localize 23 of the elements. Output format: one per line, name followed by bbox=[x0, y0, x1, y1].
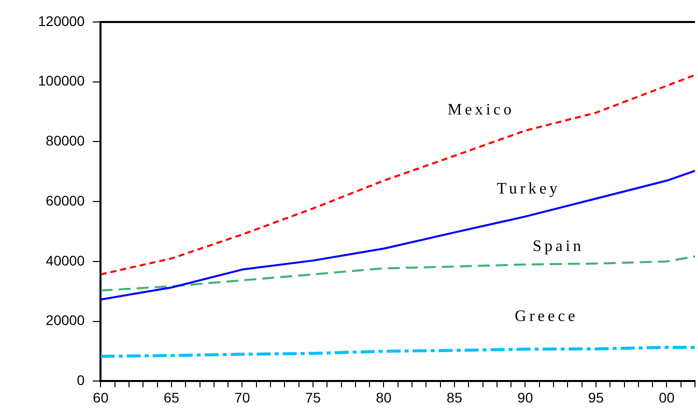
x-tick-label: 80 bbox=[376, 389, 392, 406]
y-tick-label: 80000 bbox=[46, 132, 85, 149]
y-tick-label: 0 bbox=[76, 372, 85, 388]
line-series bbox=[100, 74, 695, 276]
x-tick-label: 95 bbox=[588, 389, 604, 406]
y-tick-label: 20000 bbox=[46, 312, 85, 328]
series-label: Mexico bbox=[448, 101, 514, 118]
y-tick-label: 120000 bbox=[38, 12, 85, 29]
series-label: Turkey bbox=[496, 180, 560, 198]
line-series bbox=[100, 255, 695, 292]
x-tick-label: 00 bbox=[658, 389, 675, 406]
x-tick-label: 65 bbox=[164, 389, 180, 406]
y-tick-label: 60000 bbox=[46, 192, 85, 208]
x-tick-label: 75 bbox=[305, 389, 321, 406]
y-tick-label: 40000 bbox=[46, 252, 85, 268]
x-tick-label: 70 bbox=[234, 389, 250, 406]
x-tick-label: 60 bbox=[92, 389, 109, 406]
x-tick-label: 85 bbox=[446, 389, 462, 406]
series-label: Greece bbox=[514, 308, 578, 326]
y-tick-label: 100000 bbox=[38, 72, 85, 89]
line-series bbox=[100, 346, 695, 358]
x-tick-label: 90 bbox=[517, 389, 534, 406]
series-label: Spain bbox=[532, 238, 584, 256]
